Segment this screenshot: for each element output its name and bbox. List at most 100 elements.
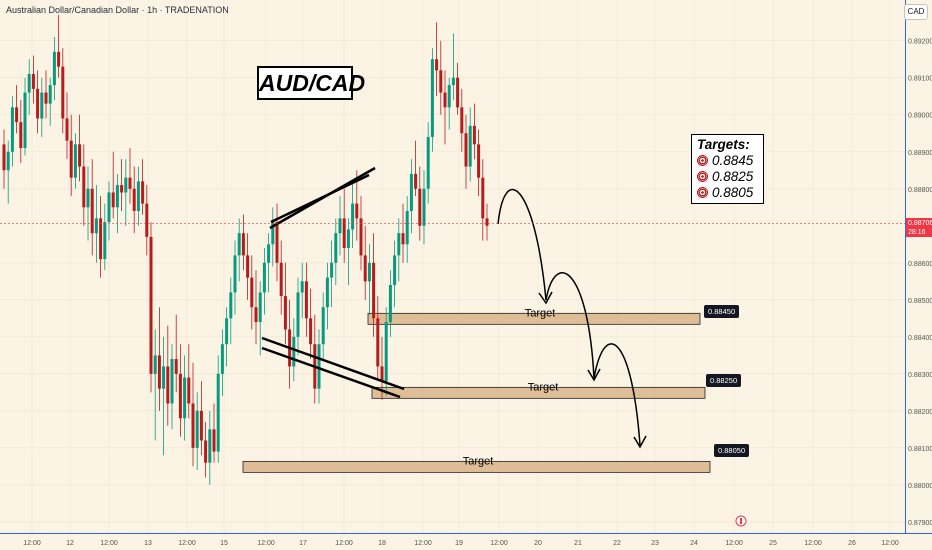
candle-body [162, 366, 166, 389]
candle-body [208, 429, 212, 463]
candle-body [401, 233, 405, 245]
lower-channel-line [261, 336, 405, 391]
projection-arrowhead-1 [538, 291, 553, 305]
time-axis[interactable]: 12:00 12 12:00 13 12:00 15 12:00 17 12:00 18 12:00… [23, 540, 899, 547]
upper-channel-line-inner [270, 173, 370, 224]
x-tick-label: 12:00 [490, 540, 508, 547]
current-price-tag: 0.88706 28:16 [906, 218, 932, 237]
target-zone-label: Target [528, 381, 559, 393]
candle-body [351, 203, 355, 230]
x-tick-label: 12:00 [257, 540, 275, 547]
candle-body [52, 51, 56, 86]
x-tick-label: 24 [690, 540, 698, 547]
candle-body [409, 173, 413, 211]
candle-body [44, 92, 48, 104]
x-tick-label: 12:00 [100, 540, 118, 547]
candle-body [426, 136, 430, 189]
y-tick-label: 0.88300 [908, 372, 932, 379]
projection-arc-1 [497, 188, 547, 301]
event-flag-icon[interactable] [735, 515, 747, 527]
candle-body [204, 440, 208, 463]
candle-body [346, 229, 350, 248]
candle-body [355, 203, 359, 219]
y-tick-label: 0.88000 [908, 483, 932, 490]
x-tick-label: 15 [220, 540, 228, 547]
projection-arrowhead-2 [587, 368, 601, 382]
projection-arrowhead-3 [633, 435, 647, 449]
y-tick-label: 0.88400 [908, 335, 932, 342]
candle-body [267, 244, 271, 263]
dartboard-icon [697, 154, 708, 166]
zone-price-label: 0.88250 [706, 374, 742, 387]
candle-body [199, 410, 203, 441]
candle-body [447, 85, 451, 108]
candle-body [107, 192, 111, 223]
x-tick-label: 12:00 [804, 540, 822, 547]
price-axis[interactable]: 0.89200 0.89100 0.89000 0.88900 0.88800 0.886… [908, 39, 932, 527]
targets-heading: Targets: [697, 137, 750, 152]
candle-body [388, 285, 392, 323]
candle-body [376, 318, 380, 367]
x-tick-label: 13 [144, 540, 152, 547]
target-item: 0.8805 [697, 184, 763, 200]
candle-body [216, 373, 220, 452]
candle-body [279, 262, 283, 297]
candle-body [225, 318, 229, 345]
candle-body [99, 218, 103, 260]
candle-body [309, 318, 313, 345]
target-zones: Target Target Target [242, 307, 711, 473]
candle-body [153, 355, 157, 374]
candle-body [141, 181, 145, 204]
candle-body [157, 355, 161, 389]
targets-box: Targets: 0.8845 0.8825 0.8805 [691, 134, 764, 204]
candle-body [342, 218, 346, 248]
candle-body [166, 366, 170, 404]
bar-countdown: 28:16 [908, 229, 926, 236]
candle-body [187, 377, 191, 404]
candle-body [115, 185, 119, 208]
candle-body [384, 322, 388, 382]
candle-body [48, 85, 52, 104]
target-zone-label: Target [525, 307, 556, 319]
candle-body [40, 92, 44, 119]
x-tick-label: 25 [769, 540, 777, 547]
candle-body [145, 203, 149, 237]
dartboard-icon [697, 170, 708, 182]
x-tick-label: 12:00 [725, 540, 743, 547]
x-tick-label: 12:00 [881, 540, 899, 547]
target-zone [242, 460, 711, 473]
candle-body [27, 74, 31, 93]
candle-body [220, 344, 224, 374]
trendline-drawings [261, 166, 647, 449]
candle-body [237, 233, 241, 256]
candle-body [229, 292, 233, 319]
candle-body [422, 188, 426, 226]
current-price-value: 0.88706 [908, 220, 932, 227]
candle-body [359, 218, 363, 256]
x-gridlines [31, 0, 891, 533]
y-tick-label: 0.89100 [908, 76, 932, 83]
candle-body [334, 233, 338, 263]
candle-body [443, 92, 447, 108]
chart-title: AUD/CAD [257, 66, 365, 100]
lower-channel-line-inner [261, 346, 401, 399]
y-tick-label: 0.88600 [908, 261, 932, 268]
x-tick-label: 20 [534, 540, 542, 547]
candle-body [57, 51, 61, 67]
candle-body [23, 92, 27, 149]
candle-body [367, 262, 371, 282]
candle-body [451, 77, 455, 86]
currency-button[interactable]: CAD [904, 4, 928, 20]
candle-body [15, 107, 19, 123]
x-tick-label: 12:00 [23, 540, 41, 547]
candle-body [414, 173, 418, 189]
candle-body [271, 222, 275, 245]
candle-body [36, 88, 40, 119]
target-value: 0.8805 [712, 184, 754, 200]
candle-body [292, 336, 296, 367]
candle-body [94, 218, 98, 234]
candle-body [78, 144, 82, 167]
candle-body [275, 222, 279, 263]
candle-body [481, 177, 485, 219]
